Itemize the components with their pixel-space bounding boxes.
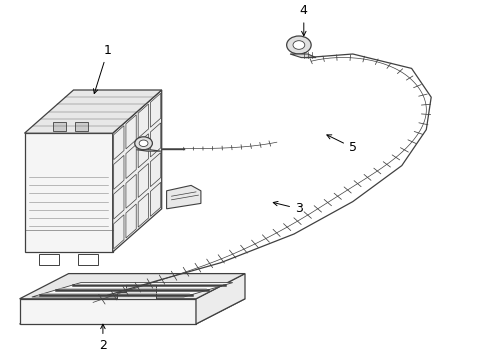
Text: 3: 3 [273, 201, 303, 215]
Circle shape [135, 137, 152, 150]
Circle shape [293, 41, 305, 49]
Polygon shape [20, 299, 245, 324]
Polygon shape [113, 90, 162, 252]
Polygon shape [53, 122, 66, 131]
Polygon shape [24, 90, 162, 133]
Polygon shape [32, 283, 233, 297]
Polygon shape [20, 274, 245, 299]
Polygon shape [290, 54, 316, 58]
Text: 2: 2 [99, 324, 107, 352]
Polygon shape [167, 185, 201, 209]
Text: 1: 1 [94, 44, 112, 94]
Polygon shape [136, 150, 162, 151]
Circle shape [139, 140, 148, 147]
Polygon shape [20, 299, 196, 324]
Polygon shape [24, 133, 113, 252]
Text: 4: 4 [300, 4, 308, 36]
Polygon shape [117, 284, 156, 299]
Polygon shape [75, 122, 88, 131]
Circle shape [287, 36, 311, 54]
Polygon shape [196, 274, 245, 324]
Text: 5: 5 [327, 135, 357, 154]
